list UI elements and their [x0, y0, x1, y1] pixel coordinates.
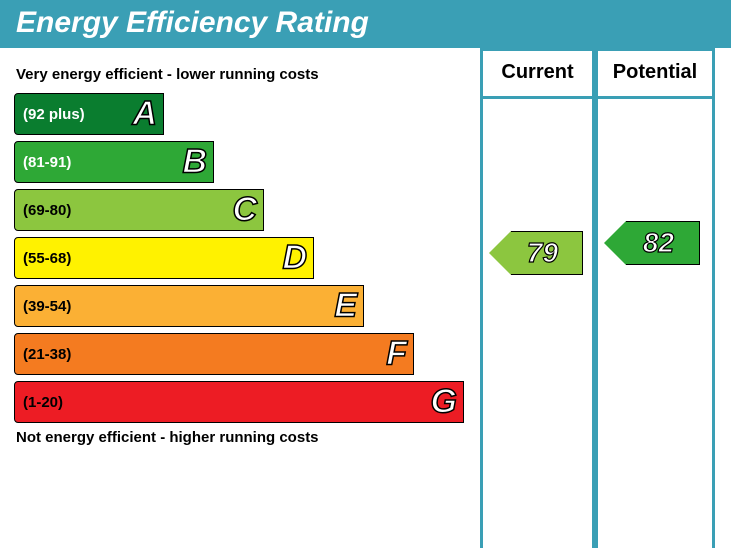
rating-range: (92 plus): [15, 106, 85, 123]
title-bar: Energy Efficiency Rating: [0, 0, 731, 48]
column-current-header: Current: [483, 51, 592, 99]
rating-bar-b: (81-91) B: [14, 141, 214, 183]
note-bottom: Not energy efficient - higher running co…: [16, 429, 464, 446]
rating-bar-a: (92 plus) A: [14, 93, 164, 135]
rating-range: (69-80): [15, 202, 71, 219]
rating-letter: D: [282, 239, 307, 278]
rating-range: (1-20): [15, 394, 63, 411]
rating-range: (55-68): [15, 250, 71, 267]
column-potential: Potential 82: [595, 48, 715, 548]
rating-range: (81-91): [15, 154, 71, 171]
title-text: Energy Efficiency Rating: [16, 6, 369, 39]
rating-letter: F: [386, 335, 407, 374]
rating-bars: (92 plus) A (81-91) B (69-80) C (55-68) D (39-54…: [14, 93, 464, 423]
current-value-arrow: 79: [489, 231, 583, 275]
rating-bar-g: (1-20) G: [14, 381, 464, 423]
rating-range: (39-54): [15, 298, 71, 315]
rating-letter: G: [431, 383, 457, 422]
rating-range: (21-38): [15, 346, 71, 363]
arrow-point: [489, 231, 511, 275]
rating-bar-d: (55-68) D: [14, 237, 314, 279]
rating-bar-e: (39-54) E: [14, 285, 364, 327]
result-columns: Current 79 Potential 82: [480, 48, 715, 548]
rating-bars-area: Very energy efficient - lower running co…: [14, 48, 464, 446]
rating-letter: E: [334, 287, 357, 326]
rating-bar-f: (21-38) F: [14, 333, 414, 375]
rating-letter: C: [232, 191, 257, 230]
column-current: Current 79: [480, 48, 595, 548]
rating-bar-c: (69-80) C: [14, 189, 264, 231]
potential-value: 82: [626, 221, 700, 265]
current-value: 79: [511, 231, 583, 275]
arrow-point: [604, 221, 626, 265]
column-potential-header: Potential: [598, 51, 712, 99]
rating-letter: A: [132, 95, 157, 134]
rating-letter: B: [182, 143, 207, 182]
potential-value-arrow: 82: [604, 221, 700, 265]
note-top: Very energy efficient - lower running co…: [16, 66, 464, 83]
